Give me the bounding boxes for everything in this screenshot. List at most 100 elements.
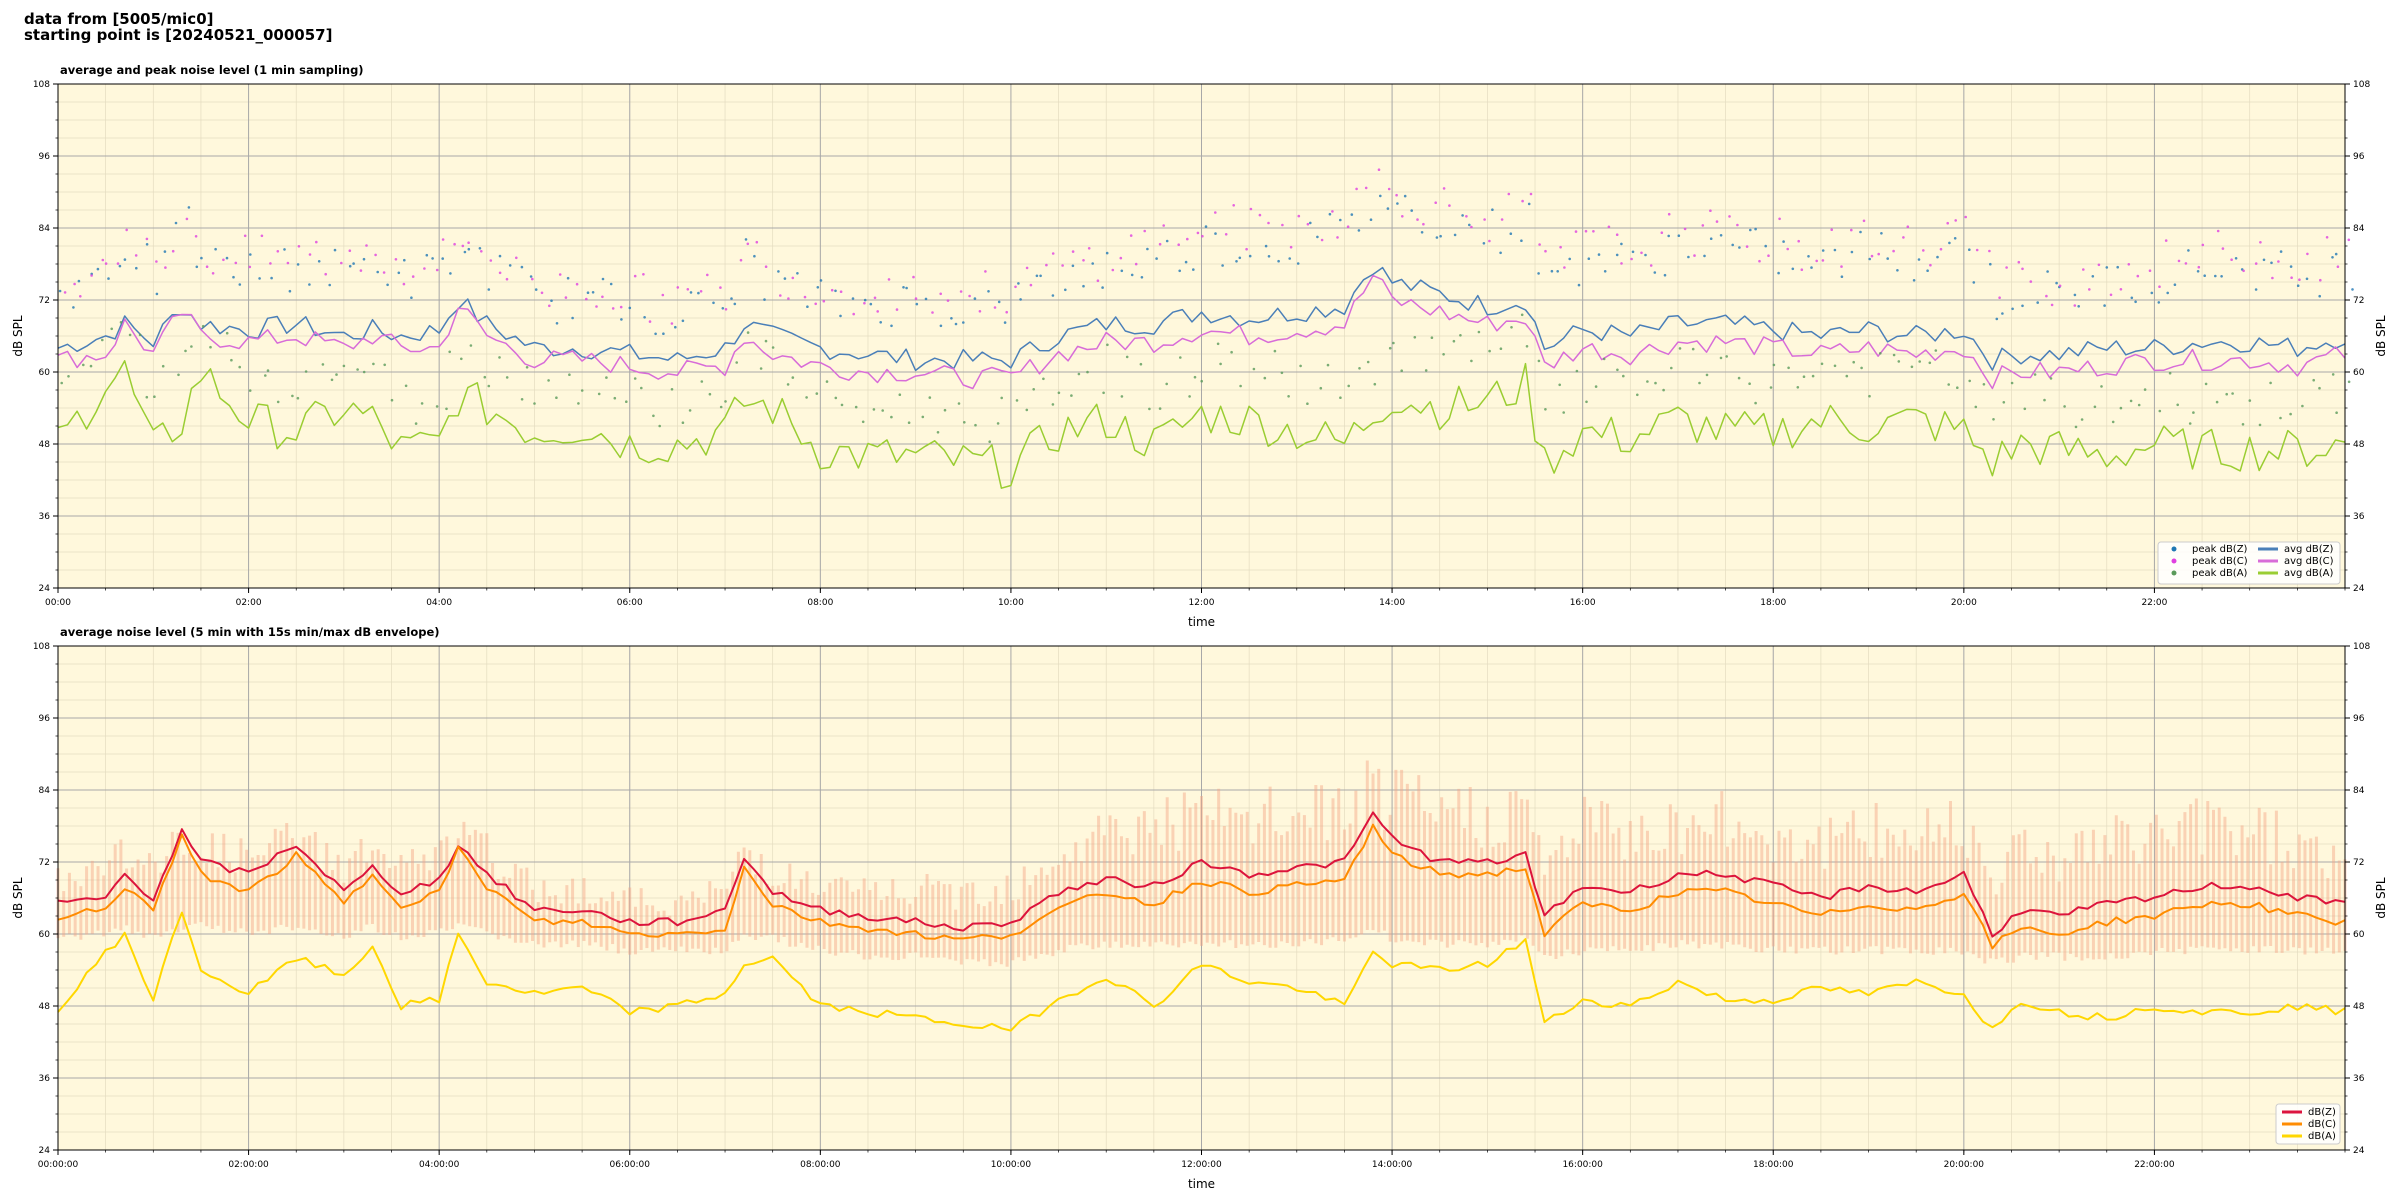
data-point (1968, 248, 1971, 251)
data-point (2119, 288, 2123, 291)
series-line-db_a (57, 911, 2346, 1032)
data-point (270, 276, 273, 280)
data-point (959, 290, 963, 293)
data-point (321, 363, 325, 366)
data-point (225, 331, 229, 335)
data-point (1025, 266, 1029, 270)
data-point (1859, 230, 1862, 234)
data-point (2325, 236, 2329, 239)
data-point (2289, 265, 2293, 268)
y-tick-label: 72 (39, 858, 50, 868)
data-point (90, 274, 93, 277)
data-point (1615, 253, 1619, 257)
data-point (1178, 269, 1181, 273)
data-point (706, 273, 709, 277)
data-point (746, 331, 750, 334)
data-point (1264, 244, 1268, 248)
data-point (397, 271, 401, 275)
data-point (585, 297, 588, 301)
data-point (60, 381, 63, 385)
data-point (957, 402, 961, 405)
data-point (819, 279, 823, 282)
data-point (1520, 313, 1524, 317)
data-point (185, 217, 189, 221)
data-point (1082, 259, 1085, 262)
data-point (96, 267, 100, 271)
data-point (356, 368, 359, 371)
data-point (1782, 240, 1785, 243)
x-axis-label: time (1188, 615, 1215, 629)
data-point (2045, 294, 2048, 298)
data-point (1039, 274, 1042, 278)
data-point (1386, 207, 1390, 210)
data-point (1749, 228, 1752, 232)
data-point (1442, 187, 1446, 190)
y-tick-label-right: 108 (2353, 642, 2370, 652)
data-point (746, 242, 750, 246)
data-point (529, 275, 533, 278)
chart-average-peak-noise: 24 24 36 36 48 48 60 60 72 72 84 84 96 96 108 108 00:00 0… (11, 63, 2388, 629)
data-point (1339, 218, 1342, 222)
data-point (2204, 382, 2208, 386)
data-point (435, 268, 439, 272)
data-point (498, 254, 502, 258)
x-tick-label: 18:00:00 (1753, 1160, 1794, 1170)
data-point (1459, 334, 1462, 337)
data-point (505, 277, 509, 281)
data-point (2306, 252, 2309, 256)
legend-label: peak dB(Z) (2192, 544, 2248, 555)
data-point (1622, 374, 1625, 378)
data-point (1772, 363, 1776, 367)
data-point (1057, 391, 1061, 395)
y-tick-label-right: 96 (2353, 714, 2365, 724)
data-point (1297, 214, 1301, 218)
data-point (525, 366, 529, 369)
data-point (128, 333, 132, 337)
x-tick-label: 22:00 (2141, 598, 2167, 608)
data-point (2214, 274, 2217, 278)
data-point (1906, 225, 1910, 228)
x-tick-label: 08:00:00 (800, 1160, 841, 1170)
y-tick-label: 48 (39, 440, 51, 450)
data-point (1646, 380, 1649, 383)
data-point (1201, 234, 1204, 238)
series-line-avg_c (57, 274, 2346, 390)
data-point (104, 262, 108, 265)
data-point (2270, 261, 2273, 265)
data-point (1158, 242, 1162, 246)
data-point (288, 289, 292, 293)
data-point (1946, 221, 1949, 225)
data-point (962, 321, 965, 324)
data-point (2050, 303, 2054, 307)
data-point (2336, 265, 2340, 269)
data-point (1683, 227, 1687, 231)
data-point (550, 299, 553, 303)
data-point (806, 305, 809, 309)
data-point (1143, 229, 1146, 233)
data-point (973, 297, 977, 300)
legend-label: avg dB(A) (2284, 568, 2334, 579)
data-point (296, 396, 300, 400)
data-point (1096, 279, 1100, 283)
data-point (483, 375, 487, 379)
major-grid (57, 645, 2345, 1151)
data-point (633, 377, 637, 380)
data-point (1230, 350, 1233, 354)
header-source: data from [5005/mic0] (24, 10, 214, 28)
y-tick-label-right: 108 (2353, 80, 2370, 90)
data-point (712, 301, 715, 305)
data-point (1019, 298, 1022, 301)
data-point (1422, 222, 1425, 226)
data-point (963, 421, 966, 424)
data-point (155, 292, 159, 296)
data-point (211, 272, 215, 275)
data-point (1413, 336, 1417, 339)
data-point (1387, 187, 1391, 191)
data-point (107, 277, 110, 280)
data-point (205, 265, 209, 269)
data-point (1165, 239, 1169, 243)
data-point (531, 277, 534, 281)
data-point (1140, 276, 1144, 279)
series-points-peak_z (58, 194, 2354, 336)
data-point (1948, 241, 1951, 245)
